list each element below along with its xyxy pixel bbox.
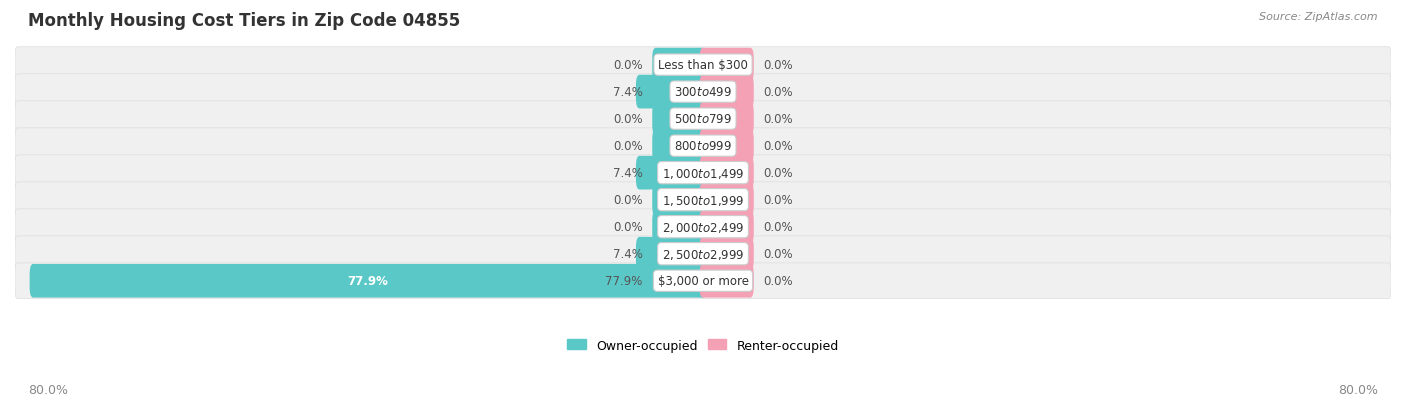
FancyBboxPatch shape: [636, 157, 706, 190]
FancyBboxPatch shape: [652, 49, 706, 82]
Text: 0.0%: 0.0%: [763, 167, 793, 180]
Text: 0.0%: 0.0%: [613, 59, 643, 72]
FancyBboxPatch shape: [700, 157, 754, 190]
FancyBboxPatch shape: [636, 76, 706, 109]
FancyBboxPatch shape: [15, 209, 1391, 245]
Text: $1,500 to $1,999: $1,500 to $1,999: [662, 193, 744, 207]
FancyBboxPatch shape: [15, 236, 1391, 272]
FancyBboxPatch shape: [700, 49, 754, 82]
Text: 77.9%: 77.9%: [347, 275, 388, 287]
FancyBboxPatch shape: [700, 237, 754, 271]
FancyBboxPatch shape: [652, 102, 706, 136]
Text: $1,000 to $1,499: $1,000 to $1,499: [662, 166, 744, 180]
Text: $2,000 to $2,499: $2,000 to $2,499: [662, 220, 744, 234]
Text: 0.0%: 0.0%: [763, 248, 793, 261]
Legend: Owner-occupied, Renter-occupied: Owner-occupied, Renter-occupied: [568, 339, 838, 351]
Text: $300 to $499: $300 to $499: [673, 86, 733, 99]
Text: 0.0%: 0.0%: [613, 140, 643, 153]
FancyBboxPatch shape: [652, 130, 706, 163]
Text: 80.0%: 80.0%: [1339, 384, 1378, 396]
Text: Less than $300: Less than $300: [658, 59, 748, 72]
Text: Source: ZipAtlas.com: Source: ZipAtlas.com: [1260, 12, 1378, 22]
Text: 77.9%: 77.9%: [606, 275, 643, 287]
FancyBboxPatch shape: [15, 75, 1391, 110]
Text: 7.4%: 7.4%: [613, 248, 643, 261]
FancyBboxPatch shape: [15, 102, 1391, 137]
FancyBboxPatch shape: [652, 183, 706, 217]
Text: $800 to $999: $800 to $999: [673, 140, 733, 153]
FancyBboxPatch shape: [700, 264, 754, 298]
FancyBboxPatch shape: [700, 130, 754, 163]
FancyBboxPatch shape: [15, 128, 1391, 164]
Text: 0.0%: 0.0%: [763, 275, 793, 287]
Text: 0.0%: 0.0%: [763, 86, 793, 99]
FancyBboxPatch shape: [15, 47, 1391, 83]
Text: 7.4%: 7.4%: [613, 167, 643, 180]
Text: 0.0%: 0.0%: [763, 140, 793, 153]
Text: 0.0%: 0.0%: [763, 221, 793, 234]
FancyBboxPatch shape: [652, 210, 706, 244]
Text: 0.0%: 0.0%: [613, 194, 643, 206]
Text: 0.0%: 0.0%: [763, 194, 793, 206]
FancyBboxPatch shape: [15, 263, 1391, 299]
Text: 0.0%: 0.0%: [613, 113, 643, 126]
Text: 0.0%: 0.0%: [613, 221, 643, 234]
FancyBboxPatch shape: [636, 237, 706, 271]
FancyBboxPatch shape: [15, 183, 1391, 218]
Text: 7.4%: 7.4%: [613, 86, 643, 99]
FancyBboxPatch shape: [700, 102, 754, 136]
FancyBboxPatch shape: [700, 183, 754, 217]
FancyBboxPatch shape: [700, 210, 754, 244]
FancyBboxPatch shape: [30, 264, 706, 298]
FancyBboxPatch shape: [700, 76, 754, 109]
Text: $3,000 or more: $3,000 or more: [658, 275, 748, 287]
Text: 0.0%: 0.0%: [763, 113, 793, 126]
Text: Monthly Housing Cost Tiers in Zip Code 04855: Monthly Housing Cost Tiers in Zip Code 0…: [28, 12, 460, 30]
Text: $2,500 to $2,999: $2,500 to $2,999: [662, 247, 744, 261]
Text: 80.0%: 80.0%: [28, 384, 67, 396]
Text: 0.0%: 0.0%: [763, 59, 793, 72]
Text: $500 to $799: $500 to $799: [673, 113, 733, 126]
FancyBboxPatch shape: [15, 155, 1391, 191]
